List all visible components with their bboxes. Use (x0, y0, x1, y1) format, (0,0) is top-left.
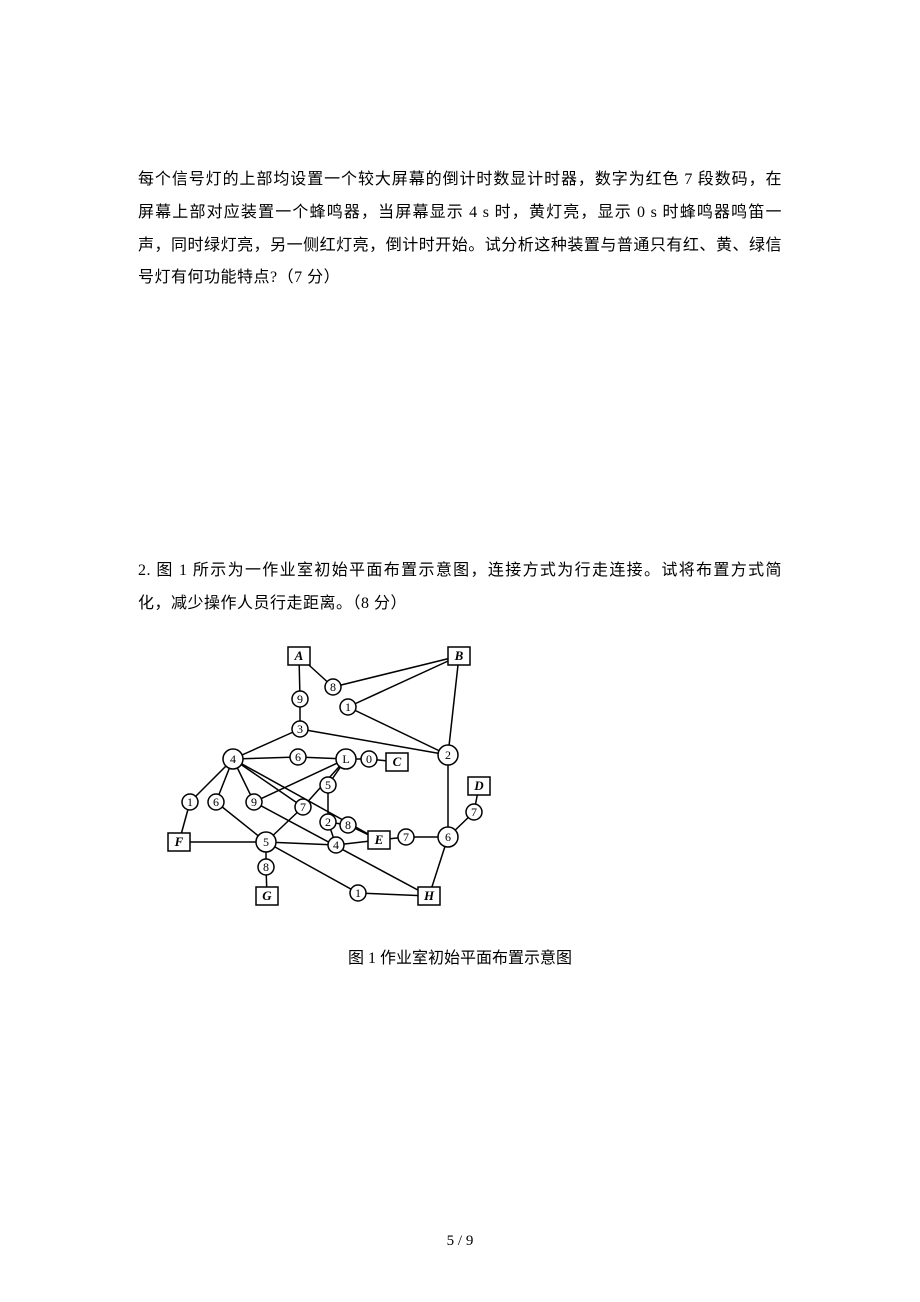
svg-text:6: 6 (213, 795, 219, 809)
svg-text:5: 5 (325, 778, 331, 792)
svg-text:G: G (262, 888, 272, 903)
svg-text:8: 8 (345, 818, 351, 832)
svg-text:7: 7 (300, 800, 306, 814)
question-2-text: 2. 图 1 所示为一作业室初始平面布置示意图，连接方式为行走连接。试将布置方式… (138, 555, 782, 621)
svg-text:F: F (174, 834, 184, 849)
svg-text:C: C (393, 754, 402, 769)
svg-text:4: 4 (333, 838, 339, 852)
svg-text:1: 1 (355, 886, 361, 900)
layout-diagram-svg: ABCDEFGH891346L0216957284767581 (148, 637, 528, 917)
svg-text:E: E (374, 832, 384, 847)
svg-text:H: H (423, 888, 435, 903)
svg-text:5: 5 (263, 835, 269, 849)
svg-text:A: A (294, 648, 304, 663)
svg-text:6: 6 (295, 750, 301, 764)
svg-text:B: B (454, 648, 464, 663)
svg-text:2: 2 (445, 748, 451, 762)
svg-text:6: 6 (445, 830, 451, 844)
figure-1-diagram: ABCDEFGH891346L0216957284767581 (148, 637, 782, 922)
svg-text:7: 7 (403, 830, 409, 844)
svg-text:8: 8 (263, 860, 269, 874)
svg-text:2: 2 (325, 815, 331, 829)
svg-text:3: 3 (297, 722, 303, 736)
figure-1-caption: 图 1 作业室初始平面布置示意图 (138, 944, 782, 968)
svg-text:4: 4 (230, 752, 236, 766)
svg-text:1: 1 (187, 795, 193, 809)
svg-text:8: 8 (330, 680, 336, 694)
svg-text:7: 7 (471, 805, 477, 819)
question-1-text: 每个信号灯的上部均设置一个较大屏幕的倒计时数显计时器，数字为红色 7 段数码，在… (138, 164, 782, 295)
svg-text:0: 0 (366, 752, 372, 766)
svg-text:1: 1 (345, 700, 351, 714)
svg-text:9: 9 (297, 692, 303, 706)
page: 每个信号灯的上部均设置一个较大屏幕的倒计时数显计时器，数字为红色 7 段数码，在… (0, 0, 920, 1302)
svg-text:D: D (473, 778, 484, 793)
svg-text:L: L (342, 752, 349, 766)
page-number: 5 / 9 (0, 1233, 920, 1250)
svg-text:9: 9 (251, 795, 257, 809)
